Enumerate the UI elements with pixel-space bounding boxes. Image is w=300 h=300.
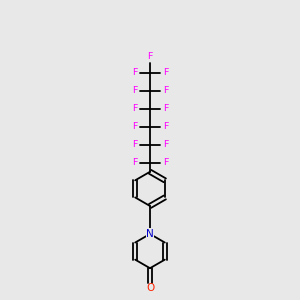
- Text: F: F: [132, 68, 137, 77]
- Text: N: N: [146, 229, 154, 239]
- Text: F: F: [132, 86, 137, 95]
- Text: F: F: [163, 140, 168, 149]
- Text: F: F: [163, 158, 168, 167]
- Text: F: F: [132, 140, 137, 149]
- Text: O: O: [146, 283, 154, 293]
- Text: F: F: [147, 52, 153, 62]
- Text: F: F: [163, 86, 168, 95]
- Text: F: F: [132, 122, 137, 131]
- Text: F: F: [163, 68, 168, 77]
- Text: F: F: [163, 122, 168, 131]
- Text: F: F: [132, 158, 137, 167]
- Text: F: F: [163, 104, 168, 113]
- Text: F: F: [132, 104, 137, 113]
